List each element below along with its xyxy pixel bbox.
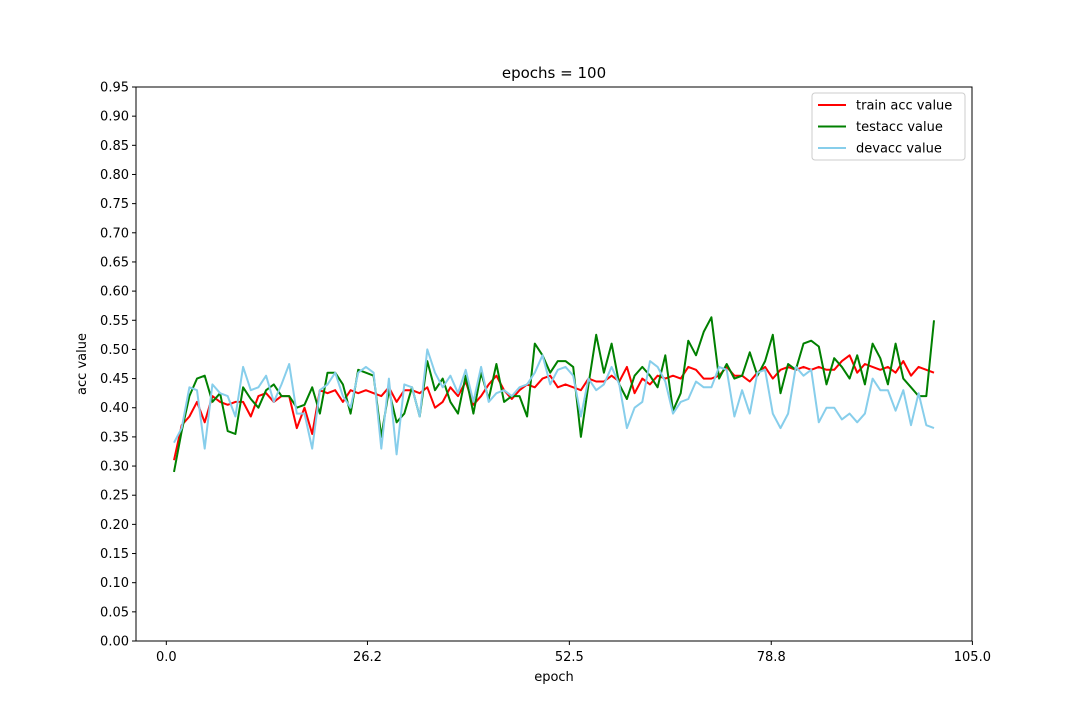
y-tick-label: 0.70 [100,226,129,241]
axes-frame [135,86,973,642]
x-tick-label: 78.8 [757,650,786,665]
y-tick-label: 0.25 [100,489,129,504]
y-tick-label: 0.75 [100,197,129,212]
y-tick-label: 0.50 [100,343,129,358]
legend-label: train acc value [856,99,952,114]
y-tick-label: 0.10 [100,576,129,591]
y-tick-label: 0.85 [100,139,129,154]
y-axis: 0.00 0.05 0.10 0.15 0.20 0.25 0.30 0.35 0.40 0.45… [100,81,136,650]
x-tick-label: 0.0 [156,650,177,665]
y-tick-label: 0.45 [100,372,129,387]
legend-box [811,92,966,161]
x-axis-label: epoch [534,670,574,685]
y-tick-label: 0.05 [100,605,129,620]
plot-lines [173,316,935,473]
y-tick-label: 0.20 [100,518,129,533]
y-tick-label: 0.95 [100,81,129,96]
legend-label: testacc value [856,120,943,135]
legend-label: devacc value [856,142,942,157]
y-tick-label: 0.80 [100,168,129,183]
x-tick-label: 26.2 [353,650,382,665]
legend: train acc value testacc value devacc value [811,92,966,161]
y-tick-label: 0.00 [100,635,129,650]
y-tick-label: 0.55 [100,314,129,329]
y-tick-label: 0.60 [100,285,129,300]
x-tick-label: 52.5 [555,650,584,665]
y-tick-label: 0.15 [100,547,129,562]
y-tick-label: 0.40 [100,401,129,416]
y-tick-label: 0.35 [100,430,129,445]
x-tick-label: 105.0 [954,650,991,665]
y-tick-label: 0.65 [100,255,129,270]
series-line-0 [173,354,935,461]
y-tick-label: 0.30 [100,460,129,475]
chart-title: epochs = 100 [502,64,606,82]
y-tick-label: 0.90 [100,110,129,125]
series-line-2 [173,348,935,456]
series-line-1 [173,316,935,473]
x-axis: 0.0 26.2 52.5 78.8 105.0 [156,641,991,665]
y-axis-label: acc value [75,333,90,395]
